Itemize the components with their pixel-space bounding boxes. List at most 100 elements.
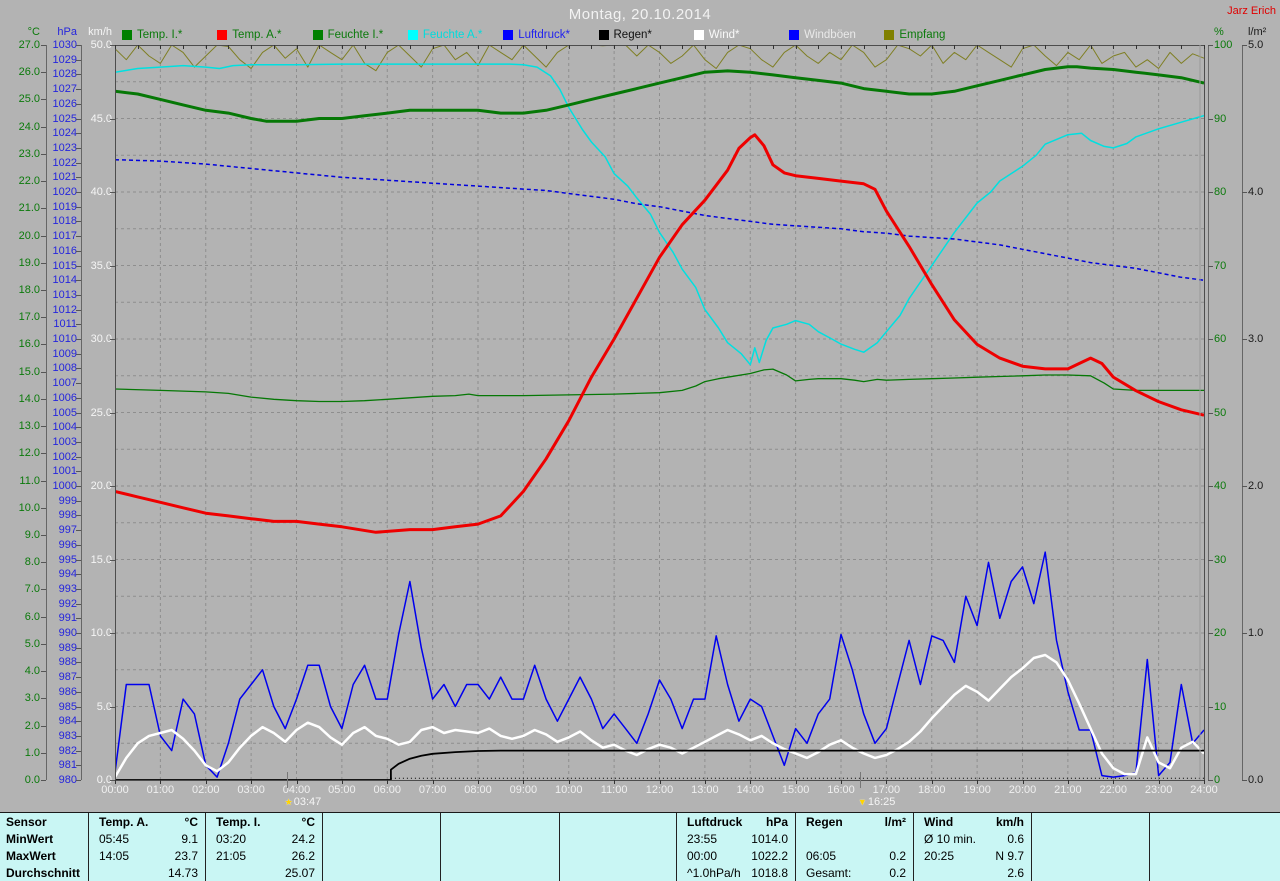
tick-mark bbox=[41, 752, 46, 754]
tick-mark bbox=[110, 780, 115, 781]
tick-label-hpa: 1030 bbox=[52, 39, 77, 51]
table-cell-value: 25.07 bbox=[284, 865, 315, 880]
tick-mark bbox=[76, 324, 81, 326]
tick-label-hpa: 992 bbox=[58, 597, 77, 610]
tick-mark bbox=[76, 59, 81, 61]
series-temp-i- bbox=[115, 65, 1205, 123]
x-tick-mark-top bbox=[682, 45, 684, 49]
legend-item-windböen[interactable]: Windböen bbox=[789, 29, 856, 41]
table-cell-value: 14.73 bbox=[167, 865, 198, 880]
tick-label-hpa: 1022 bbox=[52, 156, 77, 169]
tick-mark bbox=[76, 765, 81, 767]
table-column-empty bbox=[322, 813, 440, 881]
legend-item-feuchtea[interactable]: Feuchte A.* bbox=[407, 29, 482, 41]
table-cell-value: 2.6 bbox=[1007, 865, 1024, 880]
tick-mark bbox=[76, 353, 81, 355]
x-tick-mark-top bbox=[1067, 45, 1069, 49]
x-tick-mark-top bbox=[909, 45, 911, 49]
tick-label-temp_c: 14.0 bbox=[18, 392, 40, 405]
tick-mark bbox=[1208, 780, 1213, 781]
legend-item-tempa[interactable]: Temp. A.* bbox=[217, 29, 282, 41]
legend-item-tempi[interactable]: Temp. I.* bbox=[122, 29, 182, 41]
tick-label-temp_c: 13.0 bbox=[18, 420, 40, 433]
tick-label-temp_c: 15.0 bbox=[18, 365, 40, 378]
table-cell-time: 03:20 bbox=[216, 831, 247, 846]
tick-mark bbox=[76, 750, 81, 752]
tick-mark bbox=[76, 236, 81, 238]
tick-label-pct: 40 bbox=[1214, 480, 1227, 492]
table-col-unit: l/m² bbox=[884, 814, 906, 829]
tick-mark bbox=[1208, 633, 1213, 634]
tick-label-hpa: 995 bbox=[58, 553, 77, 566]
tick-mark bbox=[1242, 633, 1247, 634]
table-col-header: Regen bbox=[806, 814, 843, 829]
tick-label-kmh: 20.0 bbox=[90, 480, 112, 492]
tick-label-hpa: 997 bbox=[58, 524, 77, 537]
x-tick-label: 22:00 bbox=[1099, 784, 1128, 796]
tick-label-hpa: 1008 bbox=[52, 362, 77, 375]
tick-mark bbox=[76, 486, 81, 487]
axis-line-temp_c bbox=[46, 45, 47, 780]
tick-label-kmh: 50.0 bbox=[90, 39, 112, 51]
legend-item-luftdruck[interactable]: Luftdruck* bbox=[503, 29, 570, 41]
x-tick-mark bbox=[568, 780, 570, 784]
time-marker: ▼ 16:25 bbox=[858, 796, 895, 808]
tick-mark bbox=[76, 397, 81, 399]
tick-mark bbox=[76, 574, 81, 576]
series-luftdruck bbox=[115, 158, 1205, 281]
table-cell-time: 20:25 bbox=[924, 848, 955, 863]
legend-item-feuchtei[interactable]: Feuchte I.* bbox=[312, 29, 383, 41]
tick-label-hpa: 984 bbox=[58, 715, 77, 728]
series-windböen bbox=[115, 551, 1205, 778]
tick-label-hpa: 1018 bbox=[52, 215, 77, 228]
x-tick-mark bbox=[1204, 780, 1205, 784]
tick-label-temp_c: 16.0 bbox=[18, 338, 40, 351]
x-tick-mark-top bbox=[115, 45, 116, 49]
x-tick-label: 00:00 bbox=[101, 784, 129, 796]
tick-label-hpa: 996 bbox=[58, 538, 77, 551]
tick-mark bbox=[1242, 339, 1247, 340]
x-tick-mark-top bbox=[478, 45, 479, 49]
tick-mark bbox=[41, 235, 46, 237]
tick-mark bbox=[41, 589, 46, 591]
tick-label-hpa: 981 bbox=[58, 759, 77, 772]
tick-mark bbox=[76, 383, 81, 385]
x-tick-label: 21:00 bbox=[1054, 784, 1082, 796]
tick-mark bbox=[110, 633, 115, 634]
legend-item-wind[interactable]: Wind* bbox=[693, 29, 739, 41]
stats-table: Sensor MinWert MaxWert Durchschnitt Temp. A.… bbox=[0, 812, 1280, 881]
tick-mark bbox=[110, 118, 115, 120]
legend-item-regen[interactable]: Regen* bbox=[598, 29, 652, 41]
tick-mark bbox=[110, 412, 115, 414]
tick-label-temp_c: 4.0 bbox=[24, 665, 40, 678]
table-col-header: Temp. I. bbox=[216, 814, 261, 829]
tick-label-hpa: 1024 bbox=[52, 127, 77, 140]
tick-label-hpa: 1026 bbox=[52, 97, 77, 110]
legend-swatch-icon bbox=[693, 30, 704, 40]
x-tick-mark bbox=[251, 780, 253, 784]
x-tick-mark bbox=[160, 780, 162, 784]
tick-mark bbox=[41, 453, 46, 455]
x-tick-label: 15:00 bbox=[781, 784, 810, 796]
legend-item-empfang[interactable]: Empfang bbox=[884, 29, 945, 41]
legend-swatch-icon bbox=[122, 30, 132, 40]
x-tick-label: 14:00 bbox=[736, 784, 765, 796]
tick-mark bbox=[1208, 265, 1213, 267]
x-tick-mark-top bbox=[954, 45, 956, 49]
axis-header-lm2: l/m² bbox=[1248, 26, 1267, 38]
tick-mark bbox=[1208, 486, 1213, 487]
x-tick-mark bbox=[432, 780, 434, 784]
legend-swatch-icon bbox=[789, 30, 800, 40]
tick-label-hpa: 1028 bbox=[52, 68, 77, 81]
table-col-unit: °C bbox=[184, 814, 198, 829]
tick-label-lm2: 3.0 bbox=[1248, 333, 1264, 345]
tick-mark bbox=[1208, 706, 1213, 708]
chart-plot[interactable] bbox=[115, 45, 1205, 781]
marker-tick bbox=[286, 772, 288, 788]
tick-label-hpa: 1005 bbox=[52, 406, 77, 419]
table-cell-value: 23.7 bbox=[174, 848, 198, 863]
tick-label-temp_c: 20.0 bbox=[18, 229, 40, 242]
tick-label-hpa: 993 bbox=[58, 582, 77, 595]
tick-label-temp_c: 8.0 bbox=[24, 556, 40, 569]
tick-mark bbox=[76, 780, 81, 781]
